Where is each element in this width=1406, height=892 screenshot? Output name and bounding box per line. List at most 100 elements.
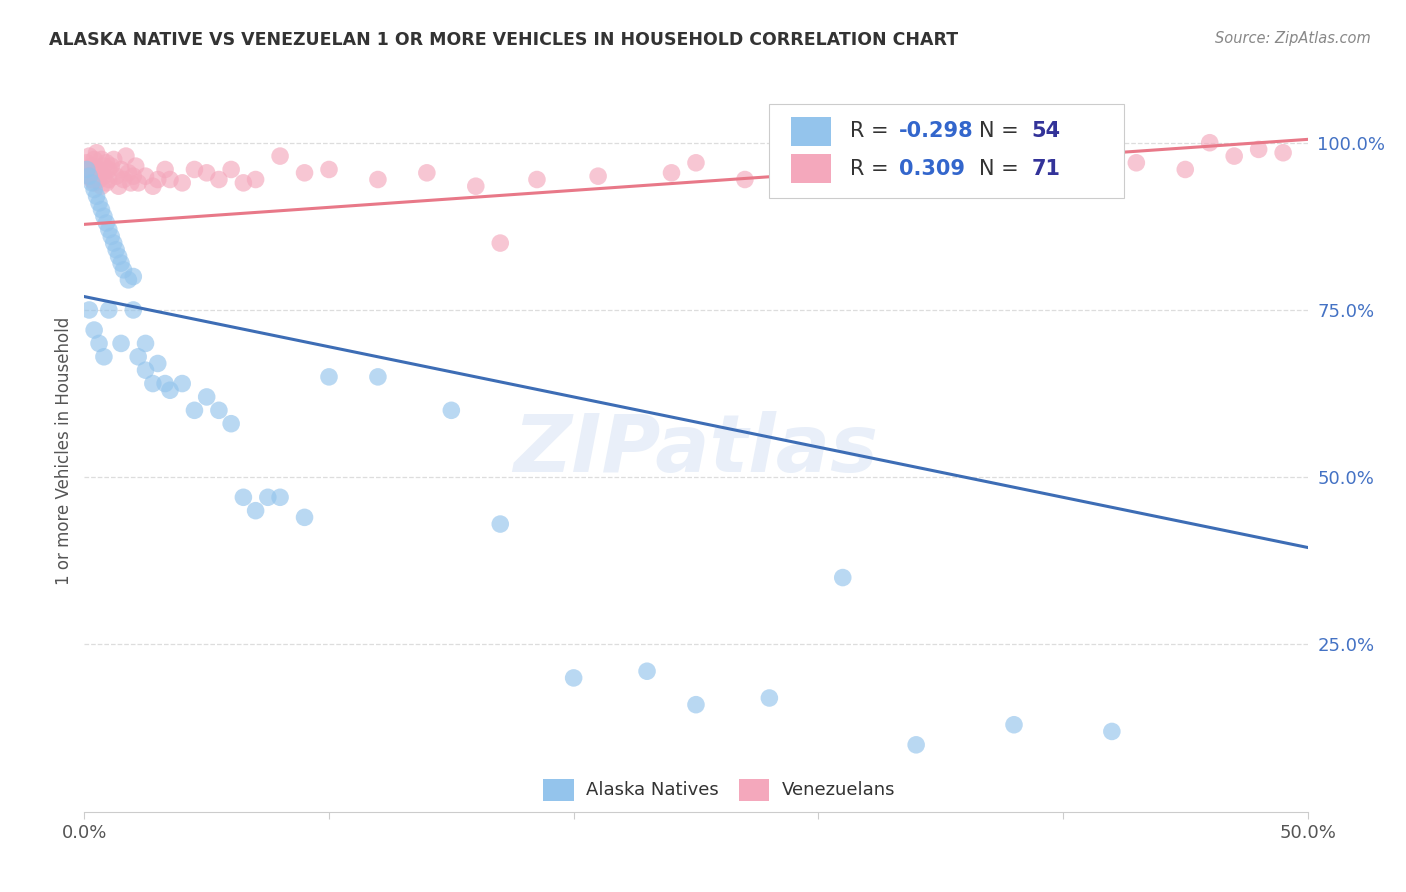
Point — [562, 671, 585, 685]
Point — [661, 166, 683, 180]
Text: 0.309: 0.309 — [898, 159, 965, 178]
Point — [100, 229, 122, 244]
Text: N =: N = — [979, 159, 1025, 178]
Point — [127, 176, 149, 190]
Point — [97, 172, 120, 186]
Point — [159, 384, 181, 398]
Point — [159, 172, 181, 186]
Text: N =: N = — [979, 121, 1025, 141]
FancyBboxPatch shape — [769, 103, 1125, 198]
Point — [489, 236, 512, 251]
Point — [367, 172, 389, 186]
Point — [489, 517, 512, 532]
Point — [93, 210, 115, 224]
Point — [172, 176, 194, 190]
Point — [77, 149, 100, 163]
Point — [172, 376, 194, 391]
Point — [929, 166, 952, 180]
Point — [183, 403, 205, 417]
Point — [318, 162, 340, 177]
Point — [76, 156, 98, 170]
Text: R =: R = — [851, 121, 896, 141]
Point — [100, 159, 122, 173]
Point — [86, 145, 108, 160]
Point — [87, 195, 110, 210]
Point — [440, 403, 463, 417]
Point — [195, 166, 218, 180]
Text: 71: 71 — [1031, 159, 1060, 178]
Point — [195, 390, 218, 404]
Point — [83, 176, 105, 190]
Point — [96, 156, 118, 170]
Point — [80, 159, 103, 173]
Point — [97, 303, 120, 318]
Point — [77, 169, 100, 184]
Point — [1101, 149, 1123, 163]
Point — [80, 176, 103, 190]
Point — [146, 356, 169, 371]
Point — [905, 145, 928, 160]
Text: ALASKA NATIVE VS VENEZUELAN 1 OR MORE VEHICLES IN HOUSEHOLD CORRELATION CHART: ALASKA NATIVE VS VENEZUELAN 1 OR MORE VE… — [49, 31, 959, 49]
Text: R =: R = — [851, 159, 903, 178]
Point — [117, 166, 139, 180]
Point — [269, 491, 291, 505]
FancyBboxPatch shape — [543, 780, 574, 801]
Point — [294, 166, 316, 180]
Point — [93, 169, 115, 184]
Point — [103, 236, 125, 251]
Point — [127, 350, 149, 364]
Point — [586, 169, 609, 184]
Point — [122, 269, 145, 284]
Point — [1272, 145, 1295, 160]
Point — [153, 162, 176, 177]
Point — [734, 172, 756, 186]
Text: -0.298: -0.298 — [898, 121, 973, 141]
Point — [105, 169, 128, 184]
Point — [96, 216, 118, 230]
Point — [208, 172, 231, 186]
Point — [146, 172, 169, 186]
Point — [219, 417, 242, 431]
Point — [77, 169, 100, 184]
Point — [80, 172, 103, 186]
Point — [831, 162, 853, 177]
Point — [685, 156, 707, 170]
Point — [87, 336, 110, 351]
Point — [1002, 162, 1025, 177]
Point — [245, 172, 267, 186]
Point — [232, 491, 254, 505]
Point — [107, 179, 129, 194]
Point — [76, 162, 98, 177]
Point — [83, 182, 105, 196]
Point — [87, 172, 110, 186]
Point — [112, 172, 135, 186]
Point — [115, 149, 138, 163]
Point — [416, 166, 439, 180]
Point — [142, 376, 165, 391]
Point — [76, 162, 98, 177]
Point — [135, 336, 157, 351]
FancyBboxPatch shape — [792, 154, 831, 183]
Point — [831, 571, 853, 585]
Point — [636, 664, 658, 679]
Text: 54: 54 — [1031, 121, 1060, 141]
Point — [122, 169, 145, 184]
Point — [110, 162, 132, 177]
Point — [77, 303, 100, 318]
Point — [183, 162, 205, 177]
Y-axis label: 1 or more Vehicles in Household: 1 or more Vehicles in Household — [55, 317, 73, 584]
Point — [90, 179, 112, 194]
Point — [86, 166, 108, 180]
Point — [125, 159, 148, 173]
Point — [208, 403, 231, 417]
Point — [257, 491, 280, 505]
Point — [83, 323, 105, 337]
Point — [97, 223, 120, 237]
Text: Alaska Natives: Alaska Natives — [586, 781, 718, 799]
Point — [86, 189, 108, 203]
Point — [219, 162, 242, 177]
Point — [1223, 149, 1246, 163]
Point — [112, 263, 135, 277]
Point — [105, 243, 128, 257]
Point — [856, 159, 879, 173]
